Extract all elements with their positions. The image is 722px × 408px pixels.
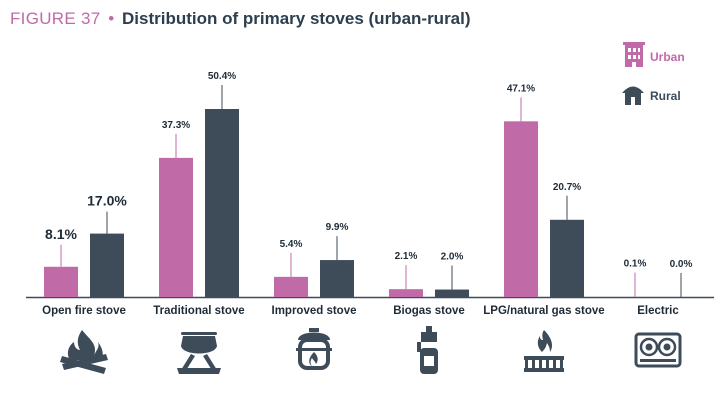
data-label-urban-1: 37.3% — [162, 120, 190, 131]
bar-urban-0 — [44, 266, 78, 297]
data-label-rural-3: 2.0% — [441, 252, 464, 263]
legend-urban-label: Urban — [650, 50, 685, 64]
electric-hob-icon — [634, 332, 682, 368]
improved-stove-icon — [296, 328, 332, 370]
figure-title: FIGURE 37 • Distribution of primary stov… — [10, 9, 471, 29]
data-label-urban-4: 47.1% — [507, 83, 535, 94]
data-label-urban-2: 5.4% — [280, 239, 303, 250]
data-label-urban-3: 2.1% — [395, 251, 418, 262]
data-label-urban-5: 0.1% — [624, 259, 647, 270]
gas-canister-stove-icon — [417, 326, 438, 374]
cooking-pot-icon — [177, 332, 221, 374]
category-label-5: Electric — [637, 305, 679, 317]
bar-urban-2 — [274, 276, 308, 297]
bar-rural-2 — [320, 260, 354, 297]
category-label-4: LPG/natural gas stove — [483, 305, 604, 317]
category-label-2: Improved stove — [272, 305, 357, 317]
category-label-3: Biogas stove — [393, 305, 465, 317]
data-label-rural-2: 9.9% — [326, 222, 349, 233]
bar-urban-1 — [159, 157, 193, 297]
data-label-rural-0: 17.0% — [87, 193, 127, 209]
gas-burner-icon — [524, 330, 564, 372]
data-label-urban-0: 8.1% — [45, 226, 77, 242]
chart-title: Distribution of primary stoves (urban-ru… — [121, 9, 471, 28]
data-label-rural-5: 0.0% — [670, 259, 693, 270]
figure-label: FIGURE 37 — [10, 9, 101, 28]
category-label-1: Traditional stove — [153, 305, 244, 317]
hut-icon — [622, 86, 644, 105]
campfire-icon — [60, 330, 108, 374]
legend-rural-label: Rural — [650, 89, 681, 103]
building-icon — [623, 42, 645, 67]
data-label-rural-4: 20.7% — [553, 182, 581, 193]
bar-rural-1 — [205, 109, 239, 298]
bar-urban-4 — [504, 121, 538, 297]
bar-rural-3 — [435, 289, 469, 297]
bar-rural-0 — [90, 233, 124, 297]
figure-separator: • — [108, 9, 115, 28]
category-label-0: Open fire stove — [42, 305, 126, 317]
bar-rural-4 — [550, 219, 584, 297]
data-label-rural-1: 50.4% — [208, 71, 236, 82]
bar-urban-3 — [389, 289, 423, 297]
